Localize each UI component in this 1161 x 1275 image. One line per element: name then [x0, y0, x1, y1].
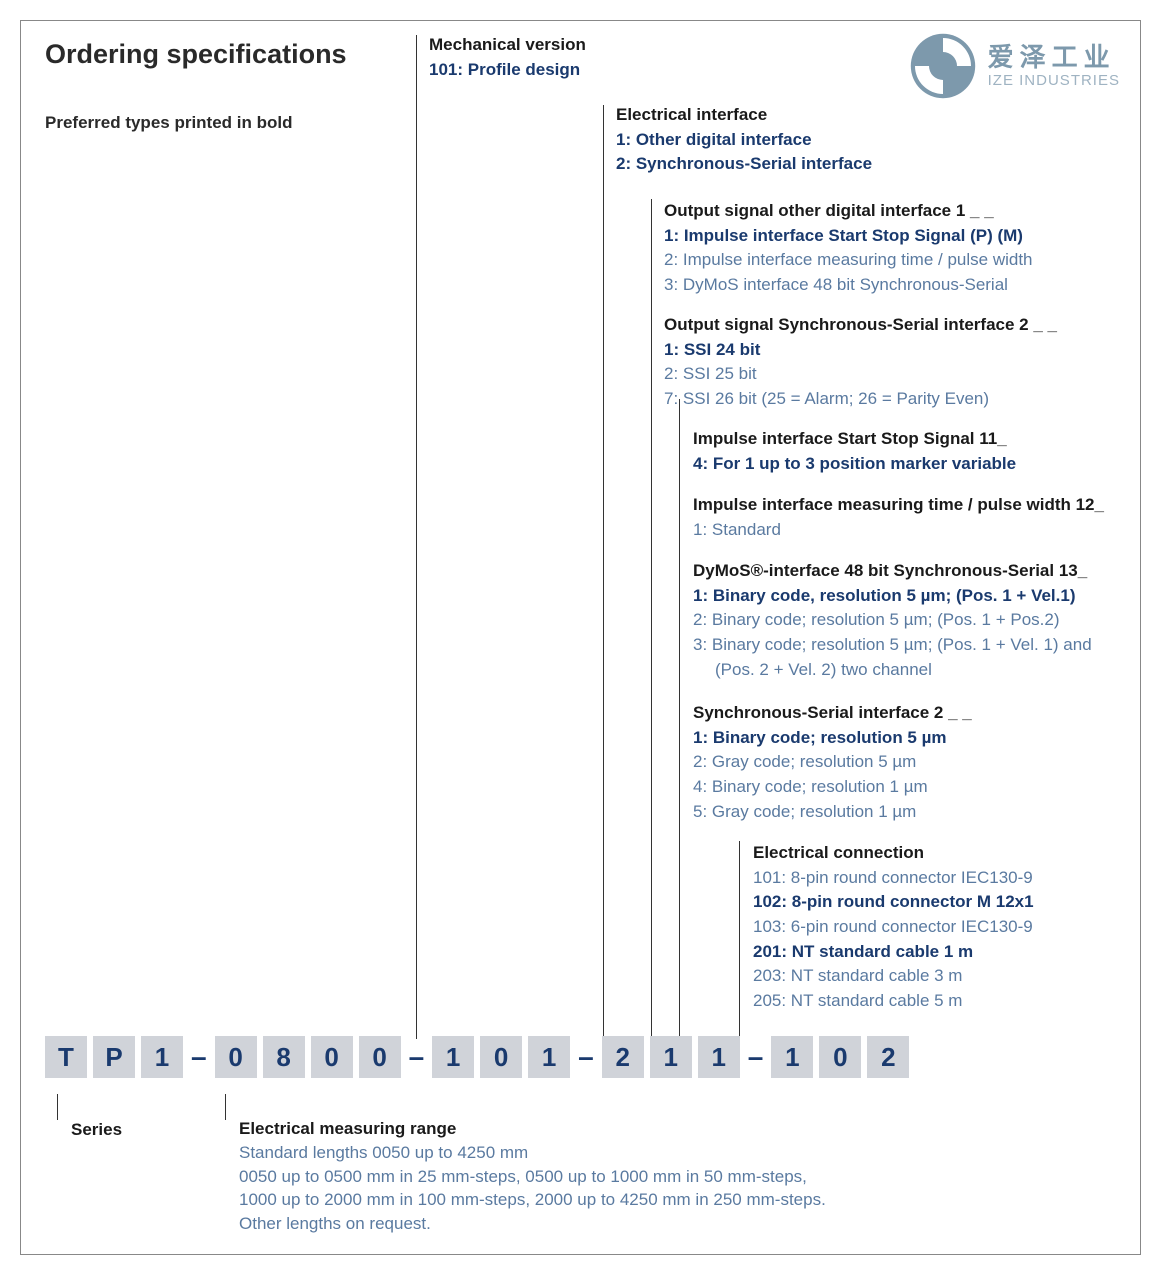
outsync-opt2: 2: SSI 25 bit	[664, 362, 1057, 387]
code-box: P	[93, 1036, 135, 1078]
rule-1	[416, 35, 417, 1039]
outother-opt1: 1: Impulse interface Start Stop Signal (…	[664, 224, 1033, 249]
dymos-opt3b: (Pos. 2 + Vel. 2) two channel	[693, 658, 1092, 683]
mech-head: Mechanical version	[429, 33, 586, 58]
range-l1: Standard lengths 0050 up to 4250 mm	[239, 1141, 826, 1165]
code-dash: –	[746, 1041, 766, 1073]
code-box: 2	[602, 1036, 644, 1078]
conn-opt1: 101: 8-pin round connector IEC130-9	[753, 866, 1034, 891]
range-l4: Other lengths on request.	[239, 1212, 826, 1236]
section-sync2: Synchronous-Serial interface 2 _ _ 1: Bi…	[693, 701, 972, 824]
range-l2: 0050 up to 0500 mm in 25 mm-steps, 0500 …	[239, 1165, 826, 1189]
brand-logo: 爱泽工业 IZE INDUSTRIES	[908, 31, 1120, 101]
code-dash: –	[189, 1041, 209, 1073]
section-conn: Electrical connection 101: 8-pin round c…	[753, 841, 1034, 1013]
dymos-opt1: 1: Binary code, resolution 5 µm; (Pos. 1…	[693, 584, 1092, 609]
code-box: 1	[698, 1036, 740, 1078]
section-mechanical: Mechanical version 101: Profile design	[429, 33, 586, 82]
imppw-opt1: 1: Standard	[693, 518, 1104, 543]
outsync-opt3: 7: SSI 26 bit (25 = Alarm; 26 = Parity E…	[664, 387, 1057, 412]
section-out-sync: Output signal Synchronous-Serial interfa…	[664, 313, 1057, 412]
conn-opt3: 103: 6-pin round connector IEC130-9	[753, 915, 1034, 940]
rule-5	[739, 841, 740, 1039]
impss-opt1: 4: For 1 up to 3 position marker variabl…	[693, 452, 1016, 477]
rule-4	[679, 399, 680, 1039]
outother-opt3: 3: DyMoS interface 48 bit Synchronous-Se…	[664, 273, 1033, 298]
page-subtitle: Preferred types printed in bold	[45, 113, 293, 133]
outsync-opt1: 1: SSI 24 bit	[664, 338, 1057, 363]
elecif-opt1: 1: Other digital interface	[616, 128, 872, 153]
code-box: 0	[359, 1036, 401, 1078]
code-box: 0	[311, 1036, 353, 1078]
sync2-head: Synchronous-Serial interface 2 _ _	[693, 701, 972, 726]
series-label: Series	[71, 1118, 122, 1142]
code-box: 1	[432, 1036, 474, 1078]
conn-opt5: 203: NT standard cable 3 m	[753, 964, 1034, 989]
rule-3	[651, 199, 652, 1039]
spec-page: Ordering specifications Preferred types …	[20, 20, 1141, 1255]
section-imp-ss: Impulse interface Start Stop Signal 11_ …	[693, 427, 1016, 476]
section-elec-if: Electrical interface 1: Other digital in…	[616, 103, 872, 177]
dymos-head: DyMoS®-interface 48 bit Synchronous-Seri…	[693, 559, 1092, 584]
code-box: 1	[650, 1036, 692, 1078]
conn-opt2: 102: 8-pin round connector M 12x1	[753, 890, 1034, 915]
code-box: 1	[528, 1036, 570, 1078]
conn-opt6: 205: NT standard cable 5 m	[753, 989, 1034, 1014]
page-title: Ordering specifications	[45, 39, 347, 70]
range-head: Electrical measuring range	[239, 1117, 826, 1141]
sync2-opt2: 2: Gray code; resolution 5 µm	[693, 750, 972, 775]
outsync-head: Output signal Synchronous-Serial interfa…	[664, 313, 1057, 338]
series-block: Series	[71, 1118, 122, 1142]
elecif-head: Electrical interface	[616, 103, 872, 128]
code-dash: –	[407, 1041, 427, 1073]
code-box: 1	[141, 1036, 183, 1078]
range-l3: 1000 up to 2000 mm in 100 mm-steps, 2000…	[239, 1188, 826, 1212]
logo-text-en: IZE INDUSTRIES	[988, 72, 1120, 89]
impss-head: Impulse interface Start Stop Signal 11_	[693, 427, 1016, 452]
dymos-opt3a: 3: Binary code; resolution 5 µm; (Pos. 1…	[693, 633, 1092, 658]
logo-text-cn: 爱泽工业	[988, 44, 1120, 70]
mech-opt1: 101: Profile design	[429, 58, 586, 83]
code-box: 0	[819, 1036, 861, 1078]
sync2-opt1: 1: Binary code; resolution 5 µm	[693, 726, 972, 751]
section-dymos: DyMoS®-interface 48 bit Synchronous-Seri…	[693, 559, 1092, 682]
logo-icon	[908, 31, 978, 101]
code-box: 2	[867, 1036, 909, 1078]
section-imp-pw: Impulse interface measuring time / pulse…	[693, 493, 1104, 542]
range-rule	[225, 1094, 226, 1120]
outother-opt2: 2: Impulse interface measuring time / pu…	[664, 248, 1033, 273]
code-box: 0	[215, 1036, 257, 1078]
outother-head: Output signal other digital interface 1 …	[664, 199, 1033, 224]
section-out-other: Output signal other digital interface 1 …	[664, 199, 1033, 298]
dymos-opt2: 2: Binary code; resolution 5 µm; (Pos. 1…	[693, 608, 1092, 633]
sync2-opt3: 4: Binary code; resolution 1 µm	[693, 775, 972, 800]
code-box: 8	[263, 1036, 305, 1078]
range-block: Electrical measuring range Standard leng…	[239, 1117, 826, 1236]
series-rule	[57, 1094, 58, 1120]
elecif-opt2: 2: Synchronous-Serial interface	[616, 152, 872, 177]
code-box: 0	[480, 1036, 522, 1078]
ordering-code: TP1–0800–101–211–102	[45, 1036, 909, 1078]
code-dash: –	[576, 1041, 596, 1073]
code-box: 1	[771, 1036, 813, 1078]
conn-opt4: 201: NT standard cable 1 m	[753, 940, 1034, 965]
rule-2	[603, 105, 604, 1039]
code-box: T	[45, 1036, 87, 1078]
sync2-opt4: 5: Gray code; resolution 1 µm	[693, 800, 972, 825]
imppw-head: Impulse interface measuring time / pulse…	[693, 493, 1104, 518]
conn-head: Electrical connection	[753, 841, 1034, 866]
